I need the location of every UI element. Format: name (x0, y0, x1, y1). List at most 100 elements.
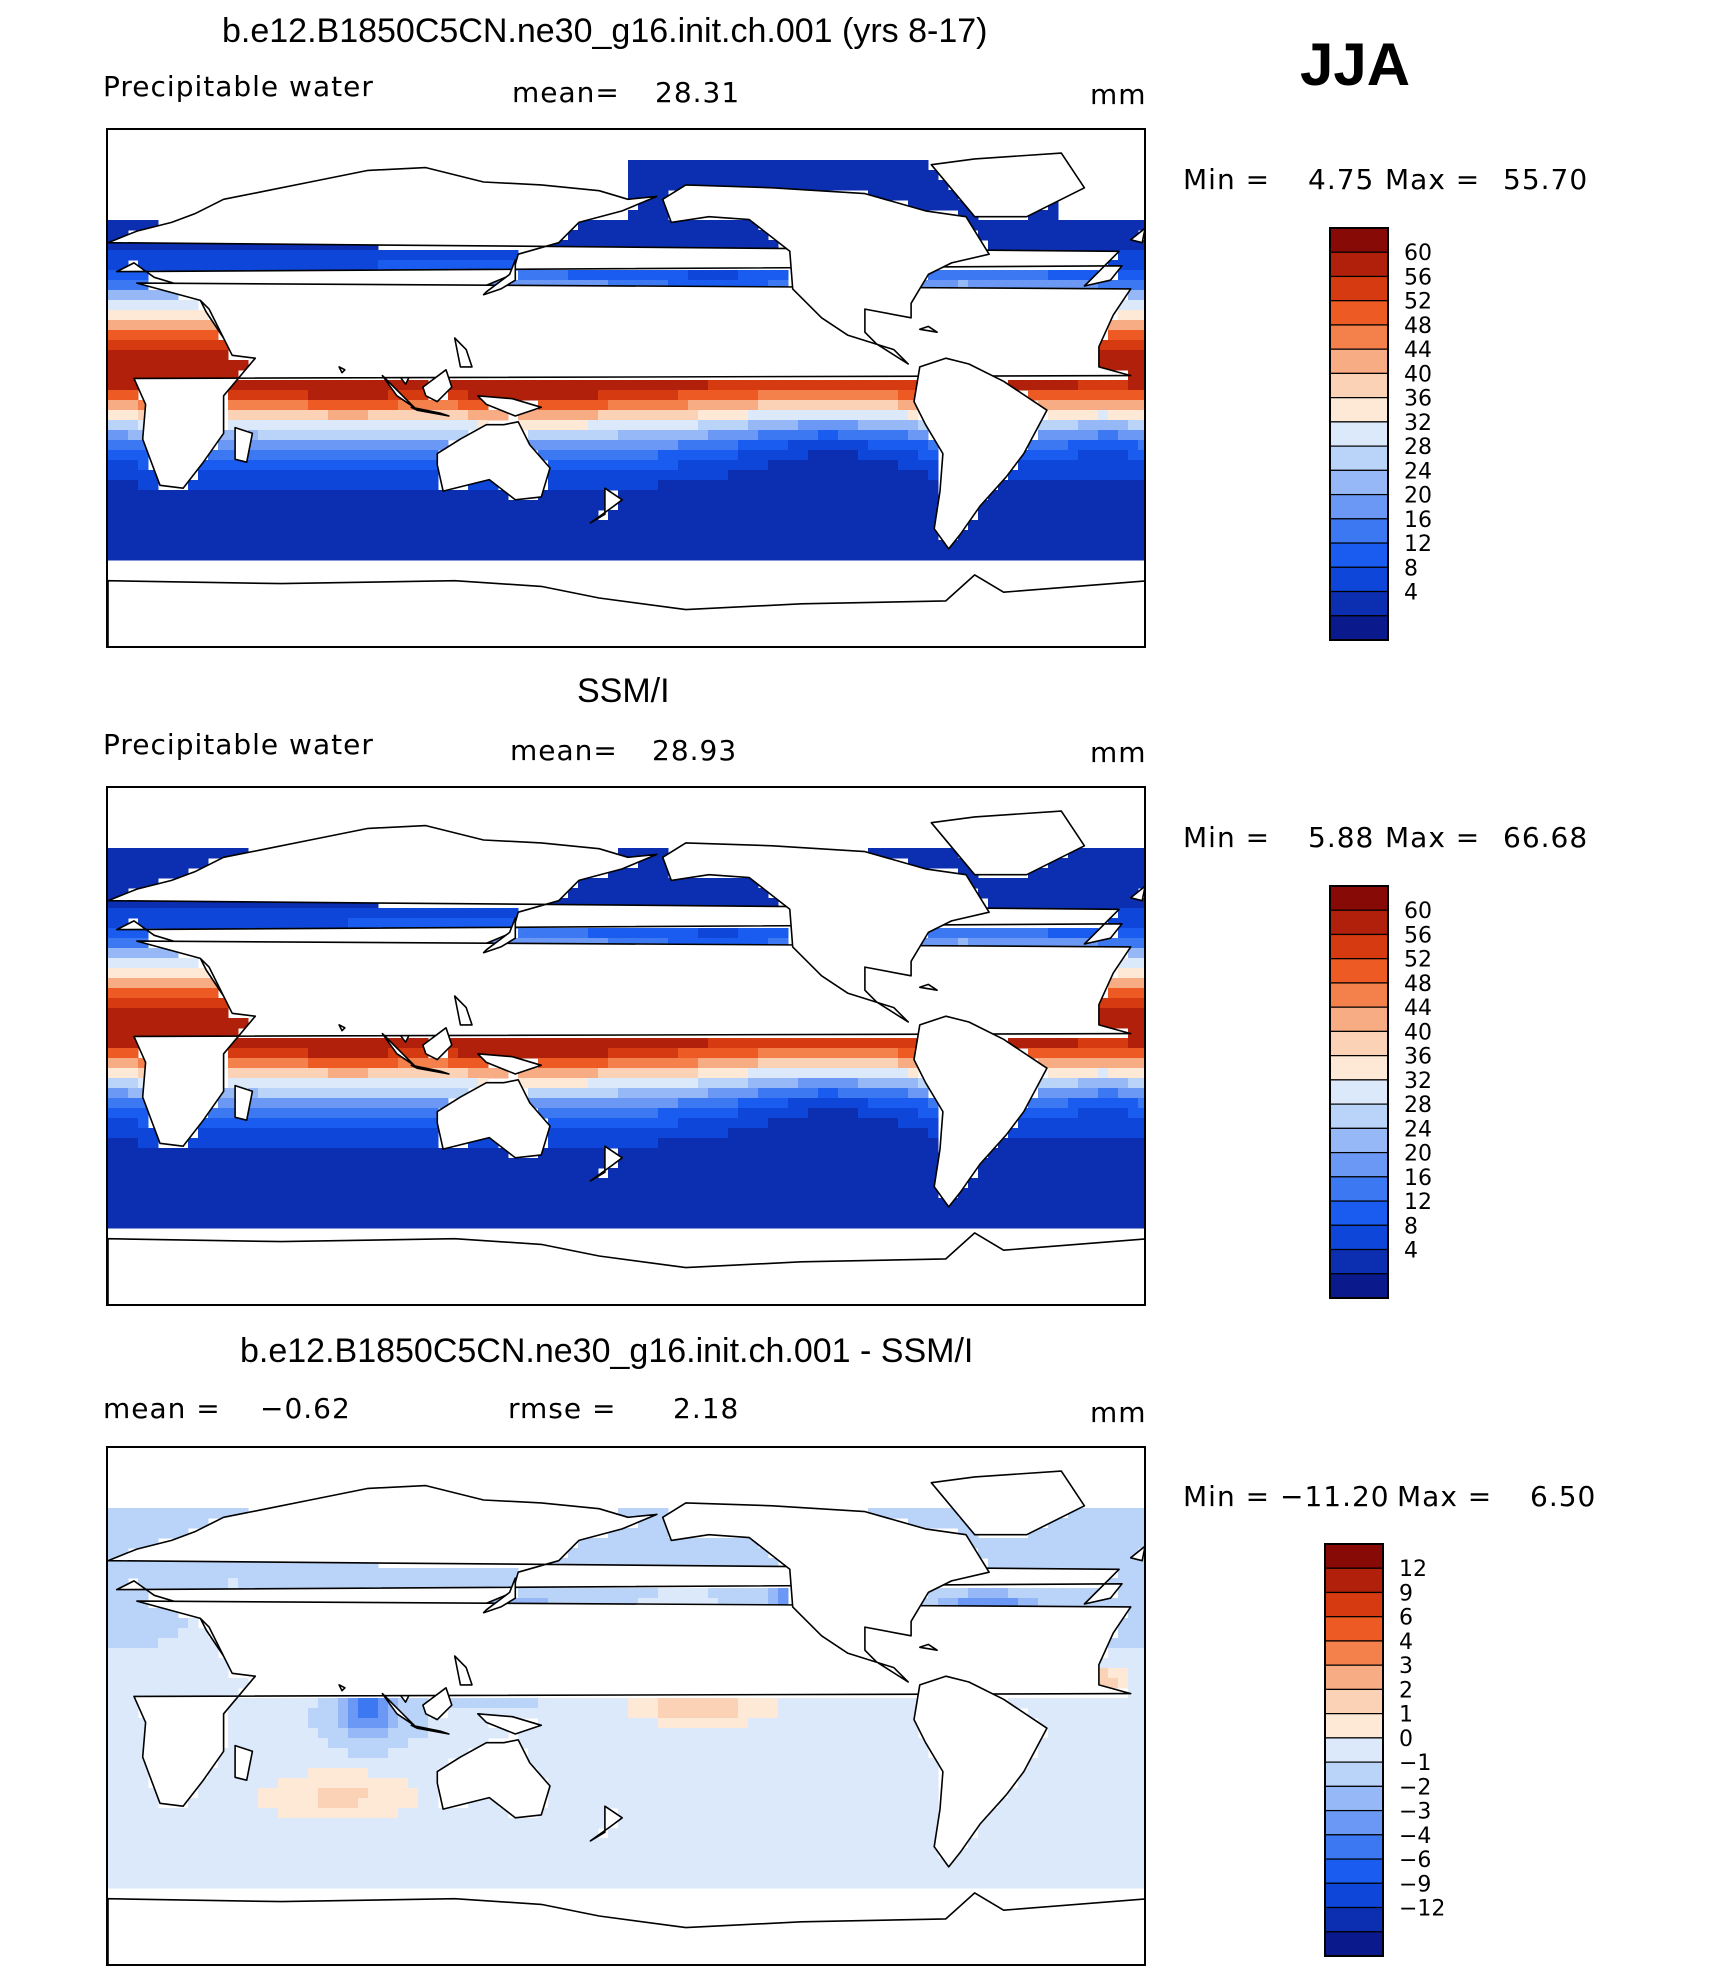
field-cell (118, 1518, 129, 1529)
field-cell (668, 1138, 679, 1149)
field-cell (228, 1838, 239, 1849)
field-cell (158, 550, 169, 561)
field-cell (118, 998, 129, 1009)
field-cell (798, 1038, 809, 1049)
field-cell (1078, 380, 1089, 391)
field-cell (128, 1048, 139, 1059)
field-cell (178, 350, 189, 361)
field-cell (318, 390, 329, 401)
field-cell (338, 1098, 349, 1109)
field-cell (438, 1198, 449, 1209)
field-cell (538, 550, 549, 561)
field-cell (458, 1048, 469, 1059)
field-cell (538, 390, 549, 401)
field-cell (478, 1058, 489, 1069)
field-cell (758, 1138, 769, 1149)
field-cell (148, 1558, 159, 1569)
field-cell (1028, 938, 1039, 949)
field-cell (108, 1518, 119, 1529)
field-cell (188, 1178, 199, 1189)
field-cell (328, 1088, 339, 1099)
field-cell (978, 1218, 989, 1229)
field-cell (198, 1858, 209, 1869)
field-cell (508, 1048, 519, 1059)
field-cell (128, 1668, 139, 1679)
field-cell (708, 1168, 719, 1179)
field-cell (478, 530, 489, 541)
field-cell (168, 290, 179, 301)
field-cell (718, 1088, 729, 1099)
field-cell (788, 1088, 799, 1099)
field-cell (558, 460, 569, 471)
field-cell (918, 1178, 929, 1189)
field-cell (138, 540, 149, 551)
field-cell (208, 1218, 219, 1229)
field-cell (138, 978, 149, 989)
colorbar-swatch (1329, 227, 1389, 253)
field-cell (108, 1768, 119, 1779)
field-cell (698, 430, 709, 441)
field-cell (138, 1658, 149, 1669)
field-cell (1088, 1038, 1099, 1049)
field-cell (228, 550, 239, 561)
field-cell (598, 1118, 609, 1129)
field-cell (248, 1718, 259, 1729)
field-cell (198, 1508, 209, 1519)
field-cell (928, 1188, 939, 1199)
field-cell (968, 1178, 979, 1189)
field-cell (868, 450, 879, 461)
field-cell (998, 1208, 1009, 1219)
field-cell (508, 1178, 519, 1189)
field-cell (498, 1218, 509, 1229)
field-cell (148, 988, 159, 999)
field-cell (728, 530, 739, 541)
field-cell (628, 550, 639, 561)
field-cell (148, 490, 159, 501)
field-cell (298, 550, 309, 561)
field-cell (178, 490, 189, 501)
field-cell (198, 1798, 209, 1809)
field-cell (648, 1158, 659, 1169)
field-cell (198, 1678, 209, 1689)
field-cell (568, 1198, 579, 1209)
field-cell (458, 1198, 469, 1209)
field-cell (698, 270, 709, 281)
field-cell (398, 1088, 409, 1099)
field-cell (188, 350, 199, 361)
field-cell (1108, 1068, 1119, 1079)
field-cell (438, 1098, 449, 1109)
field-cell (678, 1118, 689, 1129)
field-cell (1138, 1218, 1144, 1229)
field-cell (748, 1208, 759, 1219)
field-cell (198, 1028, 209, 1039)
field-cell (568, 1108, 579, 1119)
field-cell (288, 1148, 299, 1159)
field-cell (998, 500, 1009, 511)
field-cell (1108, 1138, 1119, 1149)
field-cell (838, 490, 849, 501)
field-cell (918, 1208, 929, 1219)
field-cell (328, 1068, 339, 1079)
field-cell (668, 888, 679, 899)
field-cell (998, 240, 1009, 251)
field-cell (648, 280, 659, 291)
field-cell (948, 938, 959, 949)
field-cell (318, 1058, 329, 1069)
field-cell (878, 180, 889, 191)
field-layer (108, 848, 1144, 1229)
field-cell (688, 1138, 699, 1149)
field-cell (568, 540, 579, 551)
field-cell (708, 550, 719, 561)
field-cell (448, 510, 459, 521)
field-cell (588, 1188, 599, 1199)
field-cell (1108, 1128, 1119, 1139)
field-cell (928, 1098, 939, 1109)
field-cell (1018, 1218, 1029, 1229)
field-cell (758, 380, 769, 391)
field-cell (108, 988, 119, 999)
field-cell (1048, 510, 1059, 521)
field-cell (1018, 280, 1029, 291)
field-cell (828, 490, 839, 501)
coastline (661, 184, 990, 365)
field-cell (768, 430, 779, 441)
